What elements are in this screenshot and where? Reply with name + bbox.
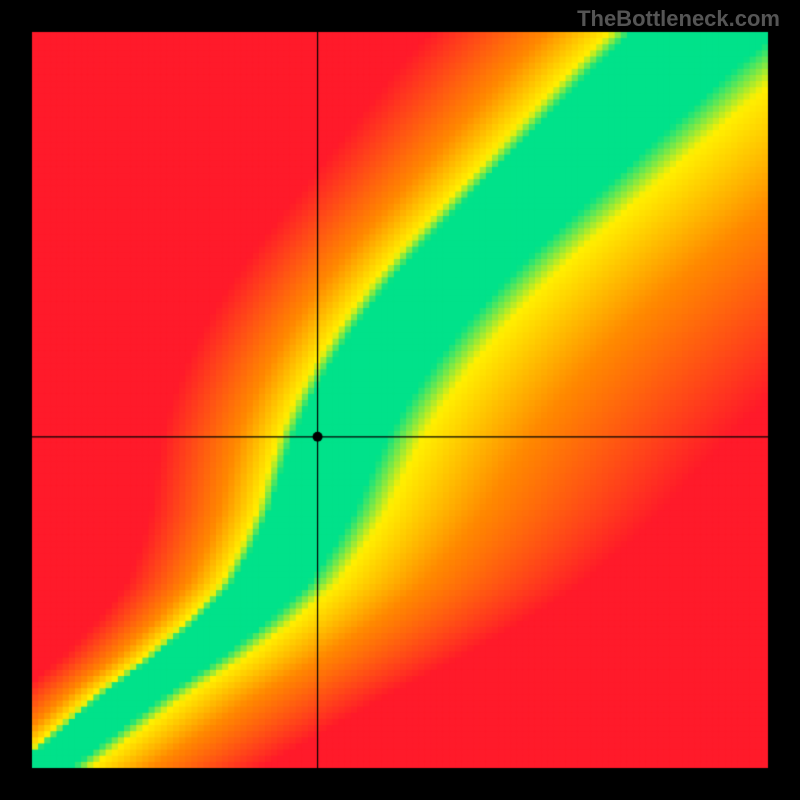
bottleneck-heatmap <box>0 0 800 800</box>
watermark-text: TheBottleneck.com <box>577 6 780 32</box>
